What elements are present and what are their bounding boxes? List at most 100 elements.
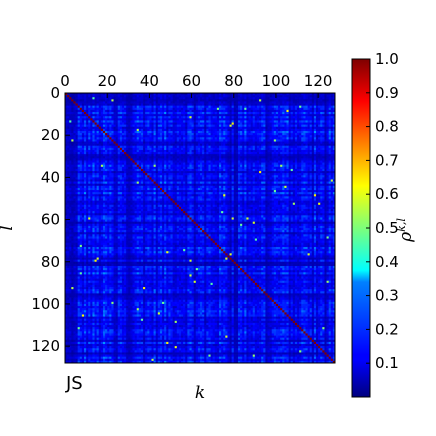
- heatmap-cell: [288, 133, 292, 136]
- heatmap-cell: [143, 130, 146, 134]
- heatmap-cell: [218, 124, 222, 128]
- heatmap-cell: [113, 135, 116, 138]
- heatmap-cell: [242, 97, 245, 100]
- heatmap-cell: [170, 130, 173, 134]
- heatmap-cell: [275, 162, 279, 166]
- heatmap-cell: [227, 103, 230, 107]
- heatmap-cell: [212, 103, 216, 107]
- heatmap-cell: [231, 120, 235, 123]
- heatmap-cell: [162, 168, 165, 172]
- heatmap-cell: [71, 135, 74, 138]
- heatmap-cell: [111, 107, 114, 111]
- heatmap-cell: [292, 152, 296, 155]
- heatmap-cell: [115, 99, 119, 102]
- heatmap-cell: [83, 101, 87, 104]
- heatmap-cell: [75, 166, 79, 170]
- heatmap-cell: [174, 128, 178, 132]
- heatmap-cell: [136, 168, 140, 172]
- heatmap-cell: [206, 93, 209, 96]
- heatmap-cell: [94, 154, 97, 157]
- heatmap-cell: [69, 122, 72, 125]
- heatmap-cell: [138, 101, 142, 104]
- heatmap-cell: [301, 133, 304, 136]
- heatmap-cell: [250, 114, 254, 117]
- heatmap-cell: [261, 95, 264, 98]
- heatmap-cell: [303, 111, 306, 115]
- heatmap-cell: [79, 133, 83, 136]
- heatmap-cell: [237, 139, 241, 142]
- heatmap-cell: [324, 93, 327, 96]
- heatmap-cell: [275, 122, 279, 125]
- heatmap-cell: [83, 156, 87, 159]
- heatmap-cell: [187, 139, 190, 142]
- heatmap-cell: [307, 149, 311, 153]
- heatmap-cell: [231, 95, 235, 98]
- heatmap-cell: [284, 141, 287, 144]
- heatmap-cell: [164, 154, 167, 157]
- heatmap-cell: [240, 141, 243, 144]
- heatmap-cell: [280, 97, 283, 100]
- heatmap-cell: [168, 162, 171, 166]
- heatmap-cell: [157, 139, 161, 142]
- heatmap-cell: [197, 135, 201, 138]
- heatmap-cell: [191, 154, 195, 157]
- heatmap-cell: [124, 101, 127, 104]
- heatmap-cell: [237, 109, 241, 113]
- heatmap-cell: [147, 130, 150, 134]
- heatmap-cell: [263, 135, 266, 138]
- heatmap-cell: [225, 154, 228, 157]
- heatmap-cell: [130, 122, 133, 125]
- heatmap-cell: [187, 162, 190, 166]
- heatmap-cell: [69, 124, 72, 128]
- heatmap-cell: [261, 126, 264, 130]
- heatmap-cell: [174, 114, 178, 117]
- heatmap-cell: [254, 99, 258, 102]
- heatmap-cell: [105, 171, 108, 174]
- heatmap-cell: [227, 160, 230, 163]
- heatmap-cell: [299, 141, 302, 144]
- heatmap-cell: [237, 135, 241, 138]
- heatmap-cell: [202, 145, 205, 149]
- heatmap-cell: [151, 154, 154, 157]
- heatmap-cell: [157, 105, 161, 109]
- heatmap-cell: [328, 114, 332, 117]
- heatmap-cell: [69, 107, 72, 111]
- heatmap-cell: [225, 130, 228, 134]
- heatmap-cell: [71, 139, 74, 142]
- heatmap-cell: [324, 143, 327, 147]
- heatmap-cell: [124, 154, 127, 157]
- heatmap-cell: [221, 162, 224, 166]
- heatmap-cell: [107, 120, 110, 123]
- heatmap-cell: [261, 116, 264, 119]
- heatmap-cell: [305, 133, 308, 136]
- heatmap-cell: [282, 139, 285, 142]
- heatmap-cell: [166, 166, 169, 170]
- heatmap-cell: [172, 147, 176, 151]
- heatmap-cell: [176, 147, 180, 151]
- heatmap-cell: [242, 101, 245, 104]
- heatmap-cell: [178, 111, 182, 115]
- heatmap-cell: [218, 158, 222, 161]
- heatmap-cell: [322, 118, 325, 121]
- heatmap-cell: [166, 152, 169, 155]
- heatmap-cell: [273, 156, 277, 159]
- heatmap-cell: [324, 141, 327, 144]
- heatmap-cell: [263, 143, 266, 147]
- heatmap-cell: [218, 164, 222, 168]
- heatmap-cell: [218, 173, 222, 176]
- heatmap-cell: [237, 97, 241, 100]
- heatmap-cell: [107, 124, 110, 128]
- heatmap-cell: [193, 156, 197, 159]
- heatmap-cell: [305, 135, 308, 138]
- heatmap-cell: [92, 118, 95, 121]
- heatmap-cell: [282, 101, 285, 104]
- heatmap-cell: [212, 118, 216, 121]
- heatmap-cell: [307, 162, 311, 166]
- heatmap-cell: [67, 124, 70, 128]
- heatmap-cell: [136, 128, 140, 132]
- heatmap-cell: [191, 152, 195, 155]
- heatmap-cell: [307, 164, 311, 168]
- heatmap-cell: [189, 128, 192, 132]
- heatmap-cell: [328, 120, 332, 123]
- heatmap-cell: [328, 93, 332, 96]
